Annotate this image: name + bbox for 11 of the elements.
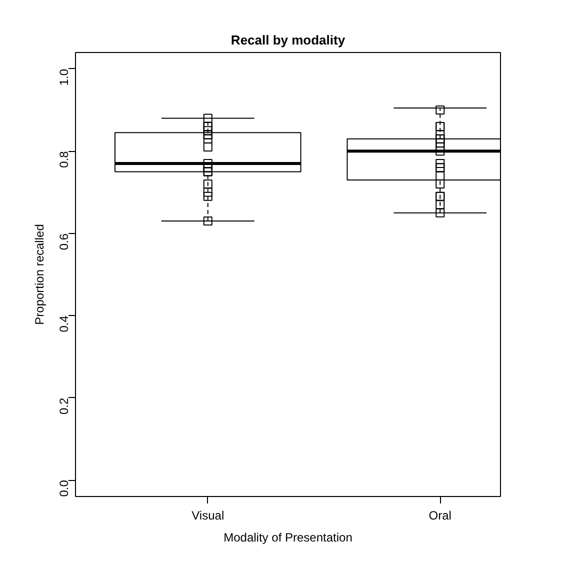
y-tick-label: 0.8	[57, 150, 71, 168]
y-tick-label: 0.0	[57, 480, 71, 497]
chart-title: Recall by modality	[230, 32, 346, 48]
x-tick-label: Oral	[428, 508, 452, 522]
y-tick-label: 0.4	[57, 315, 71, 332]
y-tick-label: 0.6	[57, 233, 71, 250]
y-axis-title: Proportion recalled	[32, 224, 46, 325]
x-tick-label: Visual	[192, 508, 224, 522]
y-tick-label: 1.0	[57, 68, 71, 86]
x-axis-title: Modality of Presentation	[224, 530, 352, 544]
y-tick-label: 0.2	[57, 398, 71, 415]
